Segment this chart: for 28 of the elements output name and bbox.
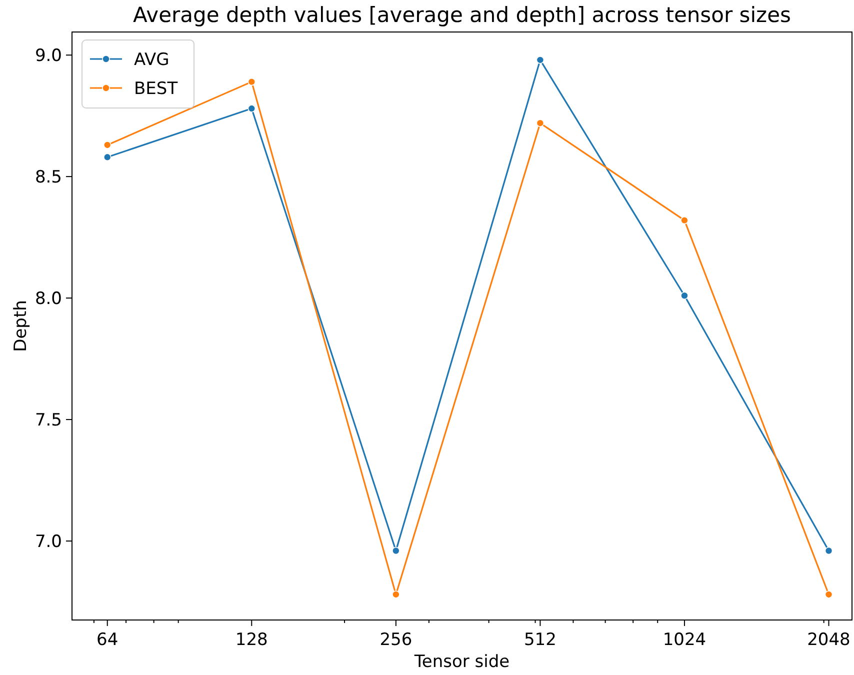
legend-label: AVG	[134, 50, 170, 70]
x-tick-label: 1024	[662, 630, 706, 650]
x-axis-title: Tensor side	[413, 652, 510, 672]
point	[103, 153, 112, 162]
x-tick-label: 256	[380, 630, 412, 650]
y-axis-title: Depth	[11, 300, 31, 352]
point	[392, 546, 400, 555]
point	[680, 216, 688, 224]
legend-label: BEST	[134, 79, 178, 99]
point	[248, 78, 256, 86]
x-tick-label: 512	[524, 630, 556, 650]
y-tick-label: 8.5	[34, 168, 62, 188]
point	[680, 292, 688, 300]
point	[248, 104, 256, 112]
chart-title: Average depth values [average and depth] across tensor sizes	[133, 3, 791, 27]
point	[103, 141, 112, 149]
x-tick-label: 128	[235, 630, 268, 650]
point	[824, 546, 833, 555]
point	[536, 56, 544, 64]
point	[824, 590, 833, 598]
point	[392, 590, 400, 598]
x-tick-label: 64	[96, 630, 118, 650]
y-tick-label: 9.0	[34, 46, 62, 66]
y-tick-label: 8.0	[34, 289, 62, 310]
point	[536, 119, 544, 128]
y-tick-label: 7.5	[34, 410, 62, 431]
y-tick-label: 7.0	[34, 532, 62, 552]
x-tick-label: 2048	[807, 630, 850, 650]
